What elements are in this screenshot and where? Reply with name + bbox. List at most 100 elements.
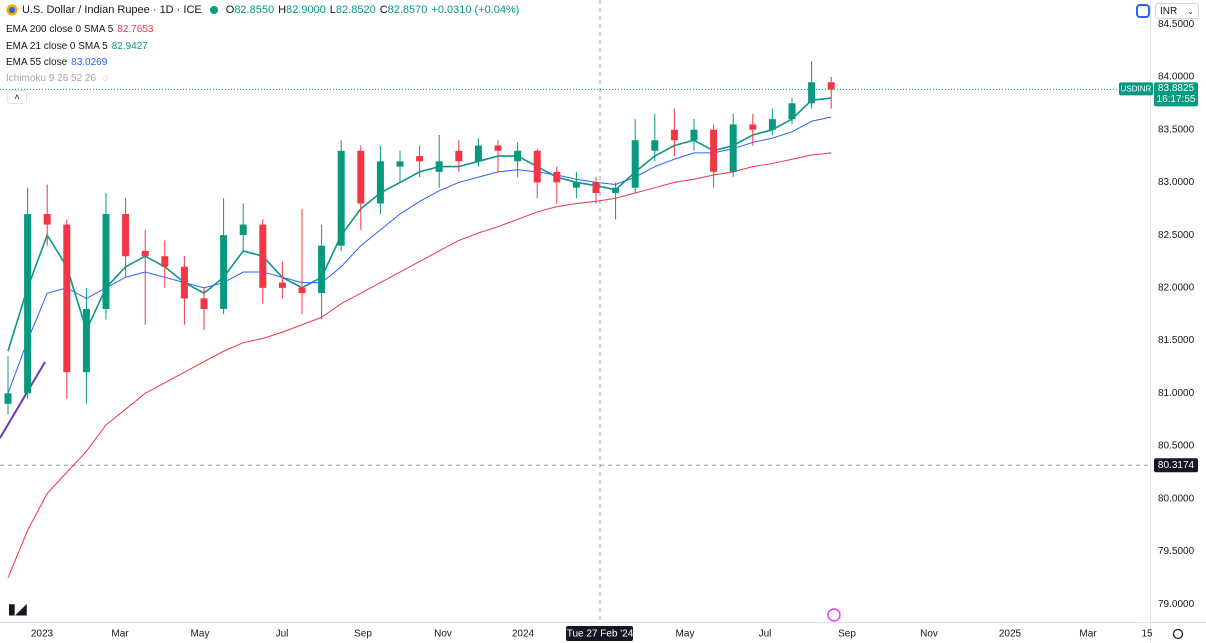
ema-line	[7, 97, 832, 352]
x-tick-label: Nov	[434, 629, 452, 640]
indicator-name: EMA 55 close	[6, 57, 68, 68]
symbol-tag-label: USDINR	[1121, 84, 1152, 93]
candle-body	[612, 187, 620, 193]
candle-body	[357, 150, 365, 204]
y-tick-label: 79.0000	[1158, 599, 1195, 610]
candle-body	[455, 150, 463, 162]
price-tag	[1154, 82, 1198, 107]
ohlc-value: 82.9000	[286, 4, 326, 16]
symbol-icon	[6, 4, 18, 16]
candle-body	[102, 214, 110, 309]
x-tick-label: Sep	[838, 629, 856, 640]
x-tick-label: Mar	[111, 629, 129, 640]
indicator-legend[interactable]: EMA 21 close 0 SMA 5 82.9427	[6, 41, 148, 52]
candle-body	[729, 124, 737, 172]
countdown-label: 16:17:55	[1157, 94, 1196, 105]
currency-select[interactable]: INR ⌄	[1155, 3, 1199, 19]
candle-body	[161, 256, 169, 267]
candle-body	[710, 129, 718, 172]
candle-body	[631, 140, 639, 188]
price-tag-label: 83.8825	[1158, 83, 1195, 94]
collapse-legend[interactable]: ˄	[7, 90, 27, 104]
y-tick-label: 81.0000	[1158, 388, 1195, 399]
ohlc-value: 82.8520	[335, 4, 376, 16]
indicator-legend[interactable]: EMA 200 close 0 SMA 5 82.7653	[6, 24, 153, 35]
y-tick-label: 79.5000	[1158, 546, 1195, 557]
candle-body	[220, 235, 228, 309]
candle-body	[416, 156, 424, 162]
candle-body	[494, 145, 502, 151]
y-tick-label: 80.5000	[1158, 441, 1195, 452]
candle-body	[435, 161, 443, 172]
compare-icon[interactable]	[1136, 4, 1150, 18]
y-tick-label: 84.5000	[1158, 19, 1195, 30]
candle-body	[553, 171, 561, 183]
candle-body	[514, 150, 522, 162]
ohlc-key: L	[329, 4, 336, 16]
indicator-name: EMA 21 close 0 SMA 5	[6, 41, 108, 52]
symbol-tag	[1119, 82, 1153, 96]
symbol-name[interactable]: U.S. Dollar / Indian Rupee · 1D · ICE	[22, 4, 202, 16]
tv-logo: ▮◢	[8, 601, 27, 617]
candle-body	[278, 282, 286, 288]
y-tick-label: 83.0000	[1158, 177, 1195, 188]
crosshair-price-tag	[1154, 458, 1198, 473]
candle-body	[533, 150, 541, 183]
x-tick-label: Sep	[354, 629, 372, 640]
candle-body	[768, 119, 776, 130]
candle-body	[24, 214, 32, 394]
indicator-legend[interactable]: EMA 55 close 83.0269	[6, 57, 107, 68]
candle-body	[690, 129, 698, 141]
settings-icon	[1172, 628, 1184, 640]
candle-body	[788, 103, 796, 120]
x-tick-label: May	[191, 629, 210, 640]
indicator-name: EMA 200 close 0 SMA 5	[6, 24, 114, 35]
candle-body	[474, 145, 482, 162]
crosshair-price-label: 80.3174	[1158, 460, 1195, 471]
x-tick-label: 2023	[31, 629, 54, 640]
candle-body	[122, 214, 130, 257]
currency-label: INR	[1160, 6, 1178, 17]
candle-body	[670, 129, 678, 141]
y-tick-label: 81.5000	[1158, 335, 1195, 346]
candle-body	[43, 214, 51, 225]
hidden-icon[interactable]: ◌	[102, 73, 109, 84]
crosshair-time-label: Tue 27 Feb '24	[567, 629, 634, 640]
ohlc-value: 82.8550	[234, 4, 275, 16]
ohlc-value: 82.8570	[387, 4, 428, 16]
y-tick-label: 80.0000	[1158, 493, 1195, 504]
x-tick-label: 15	[1141, 629, 1153, 640]
candle-body	[651, 140, 659, 151]
candle-body	[298, 287, 306, 294]
x-tick-label: Mar	[1079, 629, 1097, 640]
ohlc-key: O	[225, 4, 235, 16]
indicator-value: 82.7653	[117, 24, 154, 35]
candle-body	[592, 182, 600, 193]
ema-line	[7, 152, 832, 579]
ohlc-key: H	[278, 4, 287, 16]
events-icon	[827, 608, 841, 622]
candle-body	[376, 161, 384, 204]
market-status	[209, 6, 218, 14]
candle-body	[572, 182, 580, 188]
candle-body	[827, 82, 835, 90]
indicator-name: Ichimoku 9 26 52 26	[6, 73, 97, 84]
candle-body	[318, 245, 326, 294]
x-tick-label: 2024	[512, 629, 535, 640]
indicator-legend[interactable]: Ichimoku 9 26 52 26 ◌	[6, 73, 108, 84]
indicator-value: 83.0269	[71, 57, 108, 68]
x-tick-label: Jul	[276, 629, 289, 640]
x-tick-label: Nov	[920, 629, 938, 640]
x-tick-label: May	[676, 629, 695, 640]
candle-body	[4, 393, 12, 404]
candle-body	[808, 82, 816, 104]
candle-body	[200, 298, 208, 309]
trend-drawing	[0, 361, 46, 439]
candle-body	[259, 224, 267, 288]
indicator-value: 82.9427	[111, 41, 148, 52]
y-tick-label: 84.0000	[1158, 72, 1195, 83]
candle-body	[749, 124, 757, 130]
